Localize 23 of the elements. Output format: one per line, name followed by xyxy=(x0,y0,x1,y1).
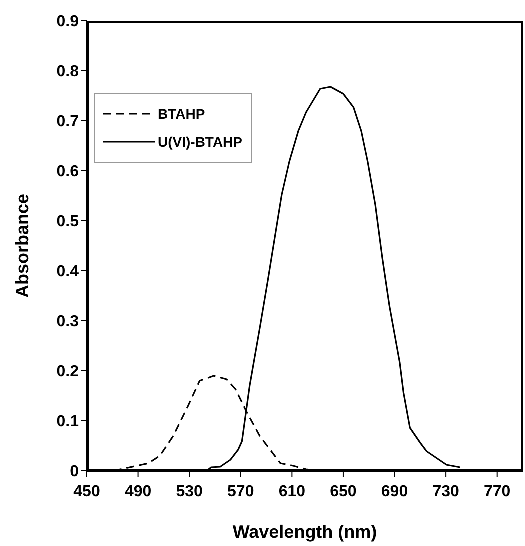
y-axis-title: Absorbance xyxy=(12,194,32,298)
y-tick-label: 0.8 xyxy=(56,64,80,81)
y-tick-label: 0.5 xyxy=(56,214,80,231)
y-tick-label: 0.9 xyxy=(56,14,80,31)
legend-label: U(VI)-BTAHP xyxy=(158,134,243,150)
x-tick-label: 650 xyxy=(330,483,357,500)
y-tick-label: 0.2 xyxy=(56,364,80,381)
y-tick-label: 0.1 xyxy=(56,414,80,431)
y-tick-label: 0.3 xyxy=(56,314,80,331)
x-tick-label: 450 xyxy=(74,483,100,500)
x-tick-label: 730 xyxy=(432,483,460,500)
x-tick-label: 570 xyxy=(228,483,254,500)
y-tick-label: 0.6 xyxy=(56,164,80,181)
y-tick-label: 0.4 xyxy=(56,264,80,281)
x-tick-label: 610 xyxy=(278,483,306,500)
legend-label: BTAHP xyxy=(158,106,206,122)
x-tick-label: 690 xyxy=(381,483,408,500)
x-axis-title: Wavelength (nm) xyxy=(232,522,378,542)
y-tick-label: 0 xyxy=(70,464,80,481)
x-tick-label: 490 xyxy=(124,483,152,500)
x-tick-label: 770 xyxy=(484,483,511,500)
x-tick-label: 530 xyxy=(176,483,204,500)
y-tick-label: 0.7 xyxy=(56,114,80,131)
